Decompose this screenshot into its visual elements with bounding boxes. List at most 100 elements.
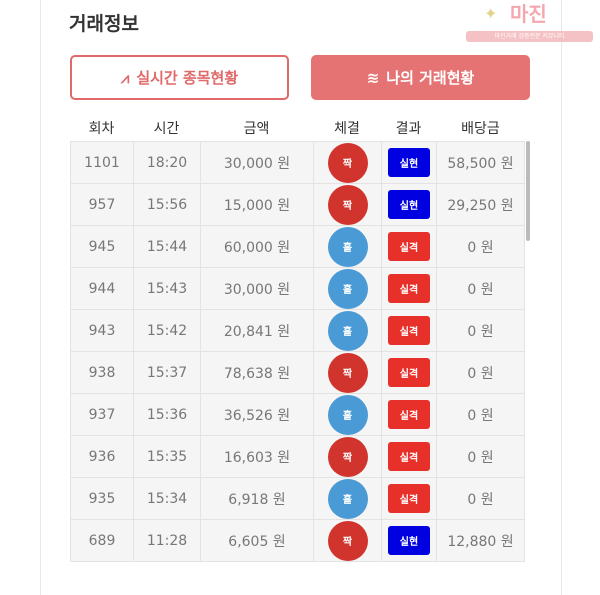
cell-result: 실격 xyxy=(381,268,436,309)
table-row: 689 11:28 6,605 원 짝 실현 12,880 원 xyxy=(70,520,525,562)
cell-pick: 홀 xyxy=(313,226,381,267)
cell-time: 15:36 xyxy=(133,394,200,435)
trade-table: 1101 18:20 30,000 원 짝 실현 58,500 원 957 15:… xyxy=(70,141,525,562)
cell-result: 실격 xyxy=(381,394,436,435)
trade-info-card xyxy=(40,0,562,595)
watermark-tagline: 마진거래 검증전문 커뮤니티 xyxy=(466,31,593,42)
pick-badge: 짝 xyxy=(327,142,368,183)
table-row: 945 15:44 60,000 원 홀 실격 0 원 xyxy=(70,226,525,268)
cell-pick: 짝 xyxy=(313,352,381,393)
cell-time: 11:28 xyxy=(133,520,200,561)
cell-round: 937 xyxy=(70,394,133,435)
cell-payout: 0 원 xyxy=(436,268,525,309)
cell-payout: 0 원 xyxy=(436,478,525,519)
table-row: 957 15:56 15,000 원 짝 실현 29,250 원 xyxy=(70,184,525,226)
table-row: 936 15:35 16,603 원 짝 실격 0 원 xyxy=(70,436,525,478)
table-header: 회차 시간 금액 체결 결과 배당금 xyxy=(70,118,525,138)
cell-payout: 0 원 xyxy=(436,352,525,393)
table-row: 1101 18:20 30,000 원 짝 실현 58,500 원 xyxy=(70,142,525,184)
cell-time: 15:43 xyxy=(133,268,200,309)
cell-payout: 58,500 원 xyxy=(436,142,525,183)
header-pick: 체결 xyxy=(334,121,360,137)
pick-badge: 짝 xyxy=(327,436,368,477)
cell-amount: 30,000 원 xyxy=(200,142,313,183)
header-time: 시간 xyxy=(153,121,180,137)
cell-amount: 16,603 원 xyxy=(200,436,313,477)
header-payout: 배당금 xyxy=(461,121,500,137)
result-badge: 실격 xyxy=(388,358,430,387)
cell-result: 실격 xyxy=(381,310,436,351)
cell-payout: 0 원 xyxy=(436,394,525,435)
cell-pick: 홀 xyxy=(313,268,381,309)
cell-payout: 29,250 원 xyxy=(436,184,525,225)
cell-result: 실현 xyxy=(381,142,436,183)
cell-round: 943 xyxy=(70,310,133,351)
table-row: 937 15:36 36,526 원 홀 실격 0 원 xyxy=(70,394,525,436)
cell-round: 689 xyxy=(70,520,133,561)
cell-round: 1101 xyxy=(70,142,133,183)
cell-time: 15:37 xyxy=(133,352,200,393)
cell-round: 957 xyxy=(70,184,133,225)
result-badge: 실현 xyxy=(388,148,430,177)
watermark-name: 마진 xyxy=(510,2,547,26)
live-status-label: 실시간 종목현황 xyxy=(136,69,239,87)
cell-pick: 짝 xyxy=(313,142,381,183)
cell-result: 실격 xyxy=(381,436,436,477)
pick-badge: 홀 xyxy=(327,310,368,351)
scrollbar[interactable] xyxy=(526,141,530,241)
cell-amount: 78,638 원 xyxy=(200,352,313,393)
header-round: 회차 xyxy=(88,121,115,137)
result-badge: 실격 xyxy=(388,484,430,513)
pick-badge: 홀 xyxy=(327,226,368,267)
cell-round: 944 xyxy=(70,268,133,309)
cell-amount: 60,000 원 xyxy=(200,226,313,267)
cell-time: 18:20 xyxy=(133,142,200,183)
cell-round: 936 xyxy=(70,436,133,477)
cell-result: 실격 xyxy=(381,226,436,267)
cell-pick: 홀 xyxy=(313,394,381,435)
page-title: 거래정보 xyxy=(69,13,139,35)
result-badge: 실격 xyxy=(388,274,430,303)
cell-time: 15:44 xyxy=(133,226,200,267)
pick-badge: 홀 xyxy=(327,478,368,519)
cell-payout: 0 원 xyxy=(436,310,525,351)
cell-pick: 홀 xyxy=(313,310,381,351)
cell-result: 실격 xyxy=(381,478,436,519)
pick-badge: 짝 xyxy=(327,352,368,393)
cell-payout: 0 원 xyxy=(436,226,525,267)
table-row: 938 15:37 78,638 원 짝 실격 0 원 xyxy=(70,352,525,394)
cell-round: 935 xyxy=(70,478,133,519)
cell-round: 938 xyxy=(70,352,133,393)
cell-amount: 36,526 원 xyxy=(200,394,313,435)
result-badge: 실격 xyxy=(388,400,430,429)
result-badge: 실현 xyxy=(388,526,430,555)
waves-icon: ≋ xyxy=(366,68,380,87)
cell-result: 실현 xyxy=(381,184,436,225)
cell-time: 15:35 xyxy=(133,436,200,477)
cell-amount: 15,000 원 xyxy=(200,184,313,225)
pulse-icon: ⩘ xyxy=(120,68,130,87)
cell-amount: 6,918 원 xyxy=(200,478,313,519)
result-badge: 실현 xyxy=(388,190,430,219)
table-row: 943 15:42 20,841 원 홀 실격 0 원 xyxy=(70,310,525,352)
cell-amount: 20,841 원 xyxy=(200,310,313,351)
cell-pick: 홀 xyxy=(313,478,381,519)
cell-result: 실격 xyxy=(381,352,436,393)
watermark-logo: ✦ 마진 마진거래 검증전문 커뮤니티 xyxy=(466,2,593,46)
my-trades-button[interactable]: ≋ 나의 거래현황 xyxy=(311,55,530,100)
cell-result: 실현 xyxy=(381,520,436,561)
pick-badge: 홀 xyxy=(327,268,368,309)
cell-pick: 짝 xyxy=(313,520,381,561)
cell-pick: 짝 xyxy=(313,436,381,477)
cell-time: 15:34 xyxy=(133,478,200,519)
cell-payout: 0 원 xyxy=(436,436,525,477)
cell-time: 15:42 xyxy=(133,310,200,351)
result-badge: 실격 xyxy=(388,316,430,345)
result-badge: 실격 xyxy=(388,232,430,261)
pick-badge: 짝 xyxy=(327,184,368,225)
cell-pick: 짝 xyxy=(313,184,381,225)
live-status-button[interactable]: ⩘ 실시간 종목현황 xyxy=(70,55,289,100)
cell-amount: 6,605 원 xyxy=(200,520,313,561)
cell-amount: 30,000 원 xyxy=(200,268,313,309)
pick-badge: 홀 xyxy=(327,394,368,435)
